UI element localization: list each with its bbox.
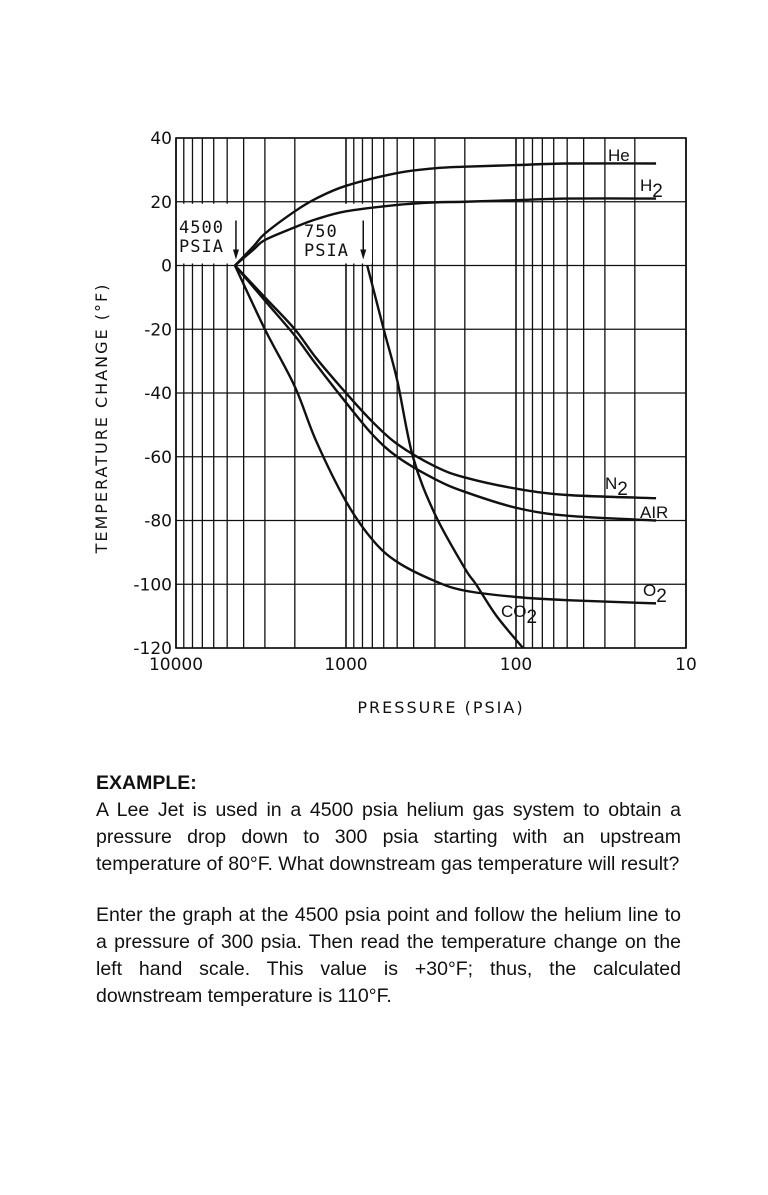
y-tick-label: 20 (150, 193, 172, 213)
series-label: He (608, 146, 630, 165)
x-tick-label: 100 (500, 655, 532, 675)
series-line-air (234, 264, 657, 522)
series-line-n2 (234, 264, 657, 500)
series-line-co2 (366, 265, 524, 649)
arrow-head-icon (232, 249, 239, 260)
example-paragraph-1: A Lee Jet is used in a 4500 psia helium … (96, 799, 681, 875)
plot-frame (175, 137, 687, 649)
x-tick-label: 10000 (149, 655, 203, 675)
y-tick-label: -60 (144, 448, 172, 468)
series-label: N2 (605, 474, 628, 500)
arrow-head-icon (360, 249, 367, 260)
y-tick-label: -100 (133, 575, 172, 595)
series-label: AIR (640, 503, 668, 522)
x-axis-label: PRESSURE (PSIA) (357, 698, 524, 717)
y-tick-label: -80 (144, 512, 172, 532)
y-tick-label: 0 (161, 257, 172, 277)
annotation-box-4500 (178, 203, 236, 264)
series-label: CO2 (501, 602, 537, 628)
series-label: O2 (643, 581, 667, 607)
annotation-label: 4500 (179, 218, 224, 238)
y-tick-label: 40 (150, 129, 172, 149)
example-heading: EXAMPLE: (96, 772, 197, 794)
x-tick-label: 10 (675, 655, 697, 675)
series-line-he (234, 162, 657, 267)
annotation-label: 750 (304, 222, 338, 242)
y-tick-label: -120 (133, 639, 172, 659)
annotation-label: PSIA (304, 241, 349, 261)
x-tick-label: 1000 (324, 655, 367, 675)
series-line-h2 (234, 197, 657, 267)
example-paragraph-2: Enter the graph at the 4500 psia point a… (96, 904, 681, 1007)
y-axis-label: TEMPERATURE CHANGE (°F) (92, 283, 111, 555)
example-text: EXAMPLE: A Lee Jet is used in a 4500 psi… (96, 770, 681, 1034)
series-label: H2 (640, 176, 663, 202)
y-tick-label: -40 (144, 384, 172, 404)
y-tick-label: -20 (144, 320, 172, 340)
annotation-label: PSIA (179, 237, 224, 257)
series-line-o2 (233, 264, 657, 605)
